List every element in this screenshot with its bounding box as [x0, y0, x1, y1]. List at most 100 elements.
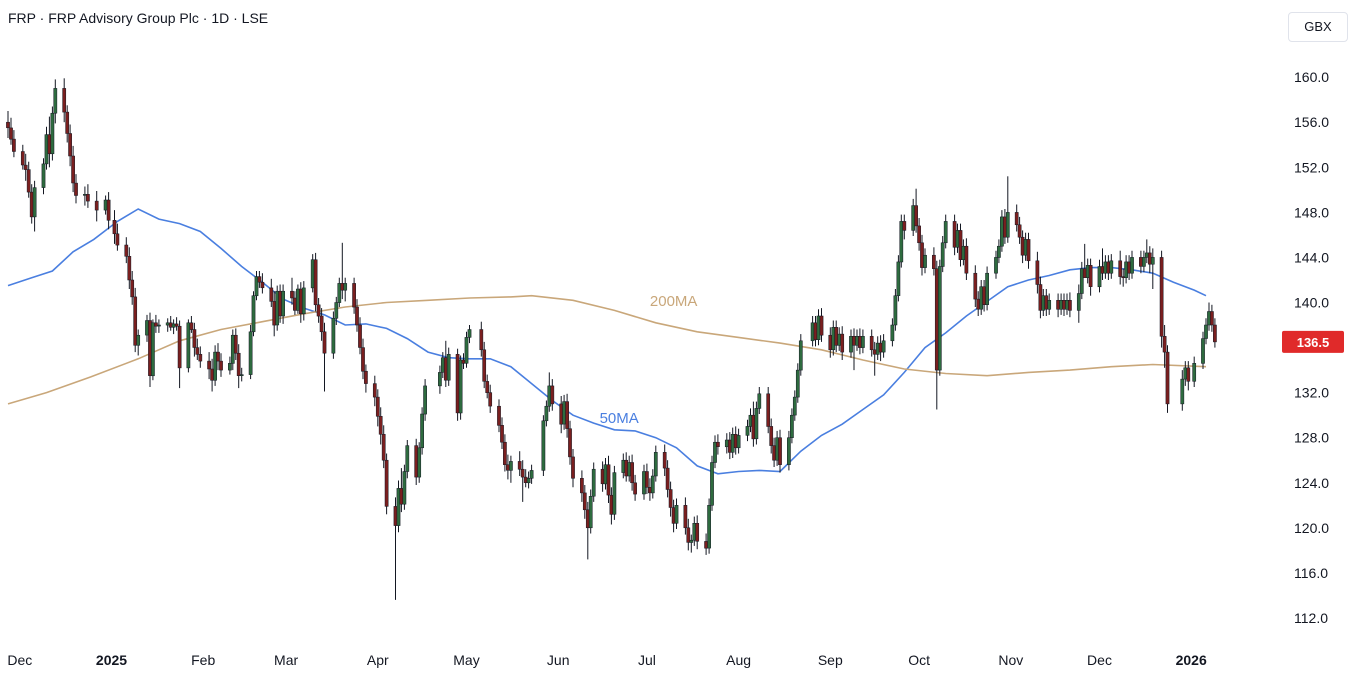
x-tick-label: 2025 [96, 652, 127, 668]
candle-body [985, 272, 989, 305]
currency-button[interactable]: GBX [1288, 12, 1348, 42]
candle [1014, 204, 1019, 232]
candle [239, 367, 244, 382]
candle-body [278, 290, 282, 317]
candle-body [1183, 367, 1188, 380]
candle-body [1026, 239, 1031, 262]
y-tick-label: 144.0 [1294, 249, 1329, 265]
x-tick-label: May [453, 652, 479, 668]
candle [1056, 293, 1060, 318]
candle-body [914, 205, 918, 227]
candle-body [127, 256, 132, 281]
time-axis[interactable]: Dec 2025 Feb Mar Apr May Jun Jul Aug Sep Oct Nov Dec… [7, 652, 1207, 668]
candle [633, 474, 637, 501]
candle-body [479, 329, 484, 351]
ma-label-200ma: 200MA [650, 293, 698, 310]
candle-body [1035, 260, 1040, 285]
candle-body [526, 478, 531, 484]
candle-body [47, 134, 52, 155]
candle-body [228, 363, 232, 371]
candle-body [192, 329, 197, 348]
x-tick-label: Dec [7, 652, 32, 668]
candle [858, 328, 862, 355]
x-tick-label: Sep [818, 652, 843, 668]
candle-body [1142, 257, 1146, 267]
candle [1026, 232, 1031, 269]
candle-body [293, 297, 297, 311]
candle [381, 425, 386, 469]
candle-body [795, 369, 800, 398]
candle [1162, 325, 1167, 368]
x-tick-label: Aug [726, 652, 751, 668]
candle-body [298, 288, 303, 315]
candle-body [633, 482, 637, 495]
candle-body [716, 441, 720, 447]
candle [94, 191, 99, 222]
candle [1103, 255, 1108, 279]
price-axis[interactable]: 160.0156.0152.0148.0144.0140.0136.0132.0… [1294, 69, 1329, 626]
candle-body [819, 315, 824, 336]
candle [482, 341, 487, 389]
candle [195, 338, 200, 360]
candle-body [932, 254, 936, 269]
candle [778, 429, 782, 473]
candle-body [115, 233, 120, 246]
candle-body [757, 393, 762, 409]
candle [1183, 361, 1188, 386]
candle [710, 455, 714, 511]
candle [544, 400, 549, 427]
y-tick-label: 160.0 [1294, 69, 1329, 85]
candle [233, 328, 238, 360]
candle [1082, 243, 1087, 278]
candle-body [86, 194, 90, 202]
candle [1088, 258, 1093, 296]
candle [662, 444, 667, 476]
candle-body [816, 315, 821, 340]
candle [840, 326, 845, 360]
candle [372, 375, 377, 407]
candle [337, 277, 342, 307]
candle [798, 334, 803, 376]
candle-body [198, 354, 203, 362]
candle [893, 289, 898, 331]
candle [127, 247, 132, 289]
candle-body [689, 539, 694, 543]
candle-body [506, 464, 510, 471]
candle-body [973, 272, 978, 300]
candle-body [917, 225, 921, 244]
candle-body [849, 336, 853, 353]
candle-body [440, 357, 445, 373]
candle [683, 497, 688, 535]
candle [713, 435, 717, 469]
candle-body [665, 467, 670, 490]
candle [541, 415, 546, 476]
candle-body [417, 447, 422, 478]
candle-body [582, 492, 587, 511]
candle-body [958, 230, 963, 260]
candle [849, 329, 853, 358]
y-tick-label: 124.0 [1294, 475, 1329, 491]
candle [210, 358, 214, 392]
candle-body [580, 478, 584, 494]
candle [932, 247, 936, 276]
candle-body [837, 333, 842, 346]
candle [257, 271, 262, 288]
candle [26, 161, 31, 198]
candle [358, 317, 362, 355]
y-tick-label: 140.0 [1294, 295, 1329, 311]
candle-body [1005, 212, 1010, 238]
candle [68, 124, 72, 167]
candle-body [937, 266, 942, 371]
candle [145, 314, 149, 342]
candle-body [251, 295, 256, 333]
candle [792, 390, 797, 421]
candle-body [313, 259, 318, 306]
candle-body [375, 396, 380, 417]
candle [1109, 254, 1114, 279]
candle-body [858, 336, 862, 348]
candle-body [813, 322, 818, 340]
x-tick-label: Jul [638, 652, 656, 668]
candle-body [517, 461, 522, 470]
candle [757, 387, 762, 414]
